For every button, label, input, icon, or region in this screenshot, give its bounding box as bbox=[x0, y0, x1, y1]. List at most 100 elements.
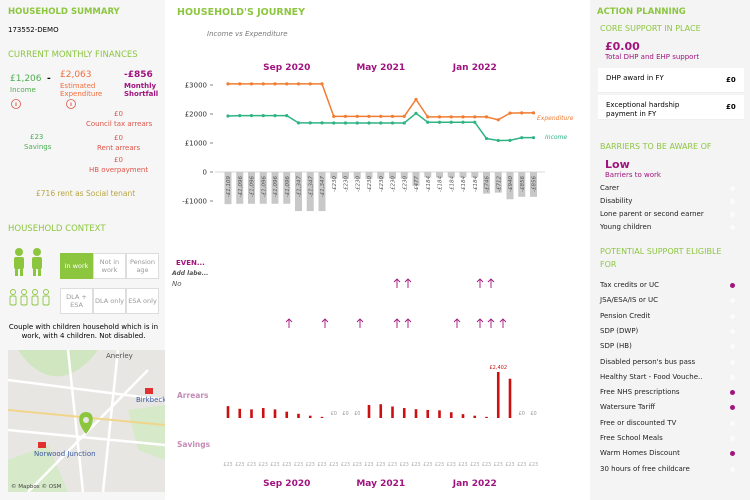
list-dot[interactable] bbox=[730, 186, 735, 191]
month-label-bottom: Jan 2022 bbox=[452, 479, 497, 489]
savings-label: £23 bbox=[306, 462, 315, 468]
shortfall-bar bbox=[530, 172, 537, 197]
list-dot[interactable] bbox=[730, 199, 735, 204]
series-point bbox=[437, 115, 442, 119]
list-dot[interactable] bbox=[730, 466, 735, 472]
y-tick-label: -£1000 bbox=[182, 198, 207, 206]
rent-value: £0 bbox=[114, 134, 123, 142]
events-no: No bbox=[172, 280, 182, 288]
map-place: Birkbeck bbox=[136, 396, 165, 404]
barrier-level: Low bbox=[605, 158, 630, 171]
shortfall-label: -£184 bbox=[438, 176, 444, 192]
list-dot[interactable] bbox=[730, 390, 735, 396]
chart-title: HOUSEHOLD'S JOURNEY bbox=[177, 7, 305, 18]
arrears-bar bbox=[285, 411, 289, 418]
action-title: ACTION PLANNING bbox=[597, 7, 686, 17]
info-icon-bar bbox=[15, 102, 17, 106]
income-value: £1,206 bbox=[10, 74, 42, 84]
savings-label: £23 bbox=[423, 462, 432, 468]
series-point bbox=[484, 115, 489, 119]
list-dot[interactable] bbox=[730, 212, 735, 217]
arrears-bar bbox=[261, 408, 265, 418]
series-point bbox=[273, 82, 277, 86]
series-point bbox=[308, 82, 312, 86]
savings-label: £23 bbox=[435, 462, 444, 468]
shortfall-label: -£1,347 bbox=[297, 176, 303, 198]
series-point bbox=[285, 114, 289, 118]
info-icon[interactable] bbox=[11, 99, 21, 109]
summary-title: HOUSEHOLD SUMMARY bbox=[8, 7, 120, 17]
shortfall-bar bbox=[318, 172, 326, 212]
series-point bbox=[402, 121, 406, 125]
series-point bbox=[426, 120, 430, 124]
y-tick-label: £2000 bbox=[185, 111, 207, 119]
list-dot[interactable] bbox=[730, 420, 735, 426]
series-point bbox=[320, 82, 324, 86]
list-item: Disabled person's bus pass bbox=[600, 357, 696, 366]
shortfall-bar bbox=[471, 172, 479, 178]
list-dot[interactable] bbox=[730, 344, 735, 350]
list-dot[interactable] bbox=[730, 283, 735, 288]
shortfall-label: -£477 bbox=[414, 176, 420, 192]
list-item: SDP (HB) bbox=[600, 342, 632, 351]
core-row: Exceptional hardship payment in FY £0 bbox=[598, 95, 744, 120]
series-point bbox=[496, 138, 500, 143]
events-add-label: Add labe... bbox=[171, 270, 208, 277]
list-dot[interactable] bbox=[730, 225, 735, 230]
list-dot[interactable] bbox=[730, 298, 735, 304]
arrears-bar bbox=[297, 413, 300, 418]
arrears-bar bbox=[414, 409, 418, 418]
list-dot[interactable] bbox=[730, 405, 735, 411]
park bbox=[18, 350, 98, 377]
work-box: Not in work bbox=[93, 253, 126, 279]
info-icon[interactable] bbox=[66, 99, 76, 109]
list-dot[interactable] bbox=[730, 359, 735, 365]
list-dot[interactable] bbox=[730, 328, 735, 334]
series-point bbox=[461, 120, 465, 124]
map[interactable]: Anerley Birkbeck Norwood Junction © Mapb… bbox=[8, 350, 165, 492]
savings-label: £23 bbox=[376, 462, 385, 468]
list-item: Healthy Start - Food Vouche.. bbox=[600, 372, 703, 381]
shortfall-bar bbox=[283, 172, 291, 204]
shortfall-bar bbox=[224, 172, 232, 205]
map-place: Anerley bbox=[106, 352, 133, 360]
shortfall-bar bbox=[506, 172, 514, 200]
shortfall-label: -£230 bbox=[367, 176, 373, 192]
shortfall-bar bbox=[412, 172, 420, 186]
series-point bbox=[414, 97, 418, 102]
context-description: Couple with children household which is … bbox=[8, 323, 159, 340]
shortfall-label: -£940 bbox=[508, 176, 514, 192]
journey-chart: HOUSEHOLD'S JOURNEY Income vs Expenditur… bbox=[171, 7, 574, 489]
list-item: Warm Homes Discount bbox=[600, 449, 680, 458]
list-dot[interactable] bbox=[730, 451, 735, 457]
arrears-bar bbox=[238, 408, 242, 418]
list-dot[interactable] bbox=[730, 313, 735, 319]
savings-label: £23 bbox=[353, 462, 362, 468]
savings-value: £23 bbox=[30, 133, 44, 141]
shortfall-bar bbox=[330, 172, 338, 179]
savings-label: £23 bbox=[529, 462, 538, 468]
arrears-bar bbox=[438, 410, 441, 418]
series-line bbox=[228, 83, 534, 121]
shortfall-bar bbox=[306, 172, 314, 212]
rent-label: Rent arrears bbox=[97, 144, 141, 152]
list-item: Pension Credit bbox=[600, 311, 651, 320]
shortfall-label: -£230 bbox=[332, 176, 338, 192]
list-dot[interactable] bbox=[730, 436, 735, 441]
child-icons bbox=[9, 289, 50, 306]
list-dot[interactable] bbox=[730, 374, 735, 380]
shortfall-bar bbox=[377, 172, 385, 179]
shortfall-label: -£1,347 bbox=[320, 176, 326, 198]
expenditure-label: Estimated Expenditure bbox=[60, 82, 103, 98]
core-row-label: Exceptional hardship payment in FY bbox=[606, 101, 680, 118]
series-point bbox=[379, 121, 383, 125]
arrears-label: £0 bbox=[530, 411, 536, 417]
map-credit: © Mapbox © OSM bbox=[11, 483, 62, 490]
series-point bbox=[355, 121, 359, 125]
arrears-label: Arrears bbox=[177, 391, 209, 400]
y-tick-label: 0 bbox=[203, 169, 207, 177]
shortfall-value: -£856 bbox=[124, 70, 153, 80]
series-point bbox=[531, 111, 536, 115]
hb-label: HB overpayment bbox=[89, 166, 149, 174]
events-label: EVEN... bbox=[176, 259, 205, 267]
